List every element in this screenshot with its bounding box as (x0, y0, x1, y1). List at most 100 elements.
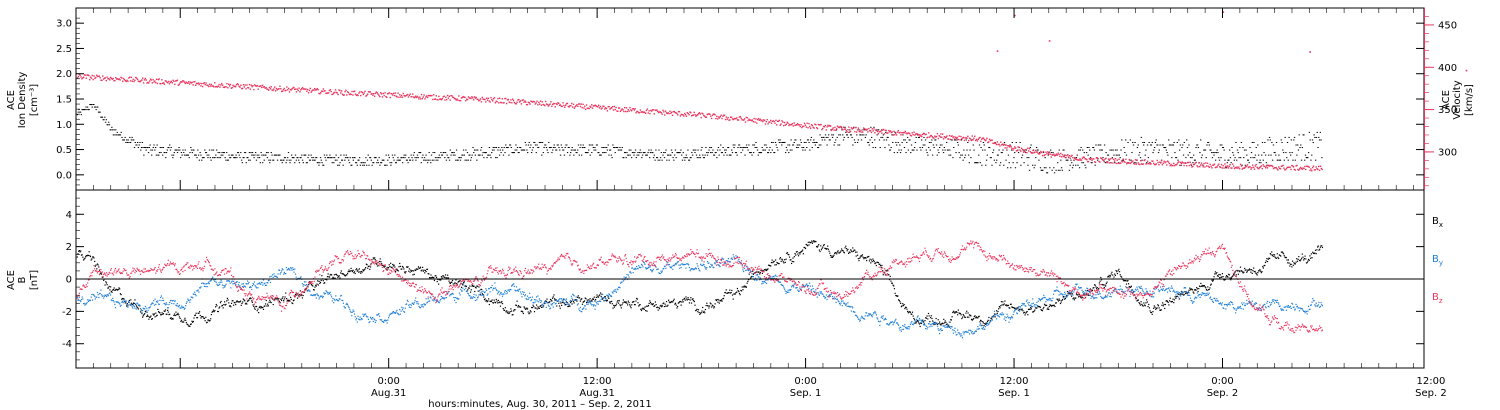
b-point-bx (428, 273, 430, 275)
velocity-point (779, 124, 781, 126)
density-point (1276, 159, 1278, 161)
b-point-bx (136, 306, 138, 308)
velocity-point (683, 112, 686, 115)
density-point (607, 144, 609, 146)
density-point (1205, 157, 1207, 159)
velocity-point (1226, 165, 1229, 167)
density-point (565, 144, 567, 146)
velocity-point (660, 111, 662, 114)
velocity-point (764, 123, 767, 125)
velocity-point (680, 113, 682, 116)
velocity-point (571, 106, 574, 108)
velocity-point (1277, 169, 1279, 171)
b-point-bx (909, 311, 911, 313)
b-point-bx (589, 298, 591, 300)
velocity-point (366, 93, 369, 95)
density-point (948, 154, 950, 156)
b-point-bx (478, 286, 480, 288)
b-point-bx (1066, 290, 1069, 293)
density-point (357, 159, 359, 161)
b-point-bx (510, 310, 513, 312)
velocity-point (1060, 152, 1062, 155)
b-point-bx (1138, 301, 1140, 304)
velocity-point (1299, 166, 1302, 169)
velocity-point (1040, 150, 1042, 153)
b-point-by (103, 295, 105, 297)
b-point-bx (91, 256, 94, 258)
velocity-point (541, 101, 543, 103)
density-point (713, 154, 715, 156)
density-point (1283, 159, 1286, 161)
b-point-bx (1238, 270, 1240, 272)
velocity-point (617, 107, 620, 109)
velocity-point (247, 86, 249, 89)
b-point-bx (1112, 274, 1114, 276)
density-point (701, 147, 703, 149)
velocity-point (413, 96, 415, 98)
velocity-point (856, 129, 859, 131)
velocity-point (554, 106, 556, 108)
b-point-bx (175, 311, 177, 313)
velocity-point (696, 114, 698, 117)
density-point (270, 152, 272, 154)
velocity-point (89, 76, 92, 78)
density-point (206, 154, 208, 156)
density-point (802, 147, 805, 149)
b-point-bx (1278, 257, 1280, 260)
velocity-point (274, 86, 276, 88)
b-point-bx (998, 305, 1000, 308)
b-point-bx (1137, 299, 1139, 301)
density-point (467, 159, 469, 161)
velocity-point (927, 136, 929, 138)
b-point-bx (1075, 293, 1078, 295)
velocity-point (1260, 165, 1263, 167)
density-point (1017, 152, 1020, 154)
velocity-point (175, 80, 177, 82)
velocity-point (914, 134, 916, 136)
velocity-point (232, 84, 234, 87)
density-point (221, 152, 223, 154)
density-point (920, 149, 922, 151)
velocity-point (446, 98, 448, 101)
velocity-point (1113, 158, 1115, 161)
b-point-bx (707, 305, 709, 307)
density-point (459, 157, 461, 159)
density-point (1268, 136, 1271, 138)
b-point-bx (797, 253, 799, 255)
velocity-point (833, 129, 835, 131)
b-point-bx (1230, 277, 1233, 279)
b-point-bx (1149, 310, 1151, 312)
b-point-bx (1266, 258, 1268, 260)
b-point-bx (796, 251, 798, 253)
velocity-point (152, 79, 154, 81)
velocity-point (444, 99, 446, 101)
density-point (526, 149, 528, 151)
velocity-point (102, 78, 105, 80)
density-point (537, 147, 539, 149)
b-point-bx (1168, 304, 1170, 306)
velocity-point (704, 116, 707, 118)
density-point (972, 144, 974, 146)
density-point (466, 159, 468, 161)
velocity-point (476, 98, 478, 100)
b-point-bx (406, 266, 408, 268)
velocity-point (1246, 164, 1249, 166)
density-point (727, 147, 730, 149)
velocity-point (212, 85, 214, 87)
b-point-bx (879, 265, 882, 267)
b-point-bx (955, 311, 957, 313)
density-point (1167, 154, 1169, 156)
b-point-bx (597, 296, 600, 298)
density-point (681, 159, 684, 161)
density-point (1171, 157, 1173, 159)
density-point (109, 129, 111, 131)
b-point-bx (922, 320, 924, 322)
b-point-bx (1073, 297, 1075, 299)
velocity-point (723, 114, 726, 117)
velocity-point (1215, 166, 1217, 168)
b-point-bx (434, 275, 436, 277)
b-point-bx (980, 320, 982, 322)
b-point-bx (636, 297, 638, 300)
density-point (1203, 149, 1205, 151)
density-point (96, 106, 98, 108)
